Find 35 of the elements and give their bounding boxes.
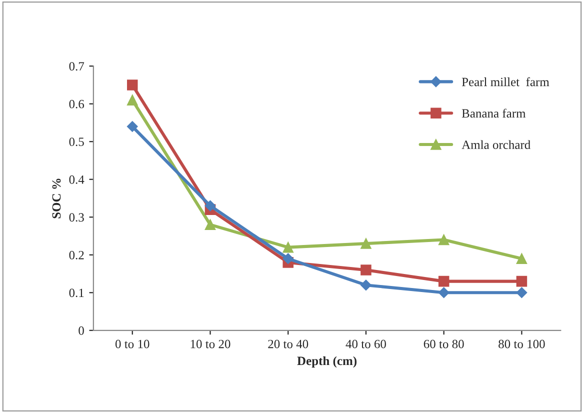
y-tick-label: 0.6: [69, 100, 84, 108]
x-tick-label: 60 to 80: [424, 340, 464, 348]
point: [438, 234, 450, 246]
y-axis-title: SOC %: [52, 178, 61, 218]
y-tick-label: 0.1: [69, 288, 84, 298]
point: [126, 94, 138, 106]
point: [438, 276, 450, 287]
y-tick-label: 0.4: [69, 175, 84, 184]
point: [516, 276, 528, 287]
y-tick-label: 0.2: [69, 250, 84, 260]
y-tick-label: 0.5: [69, 138, 84, 146]
x-tick-label: 40 to 60: [346, 340, 386, 348]
point: [516, 253, 528, 264]
point: [438, 287, 450, 298]
point: [126, 121, 138, 132]
y-tick-label: 0.7: [69, 62, 84, 71]
point: [360, 238, 372, 249]
point: [516, 287, 528, 298]
x-tick-label: 0 to 10: [115, 340, 150, 348]
point: [360, 280, 372, 291]
y-tick-label: 0.3: [69, 213, 84, 222]
point: [204, 200, 216, 212]
legend-label: Amla orchard: [462, 140, 530, 150]
x-axis-title: Depth (cm): [297, 356, 357, 368]
point: [282, 242, 294, 253]
point: [204, 219, 216, 230]
x-tick-label: 80 to 100: [498, 340, 545, 348]
point: [282, 253, 294, 264]
y-tick-label: 0: [78, 326, 84, 335]
legend-label: Pearl millet farm: [462, 77, 550, 86]
point: [126, 80, 138, 90]
point: [360, 264, 372, 276]
x-tick-label: 20 to 40: [268, 340, 308, 348]
legend-label: Banana farm: [462, 108, 526, 118]
x-tick-label: 10 to 20: [190, 340, 230, 348]
